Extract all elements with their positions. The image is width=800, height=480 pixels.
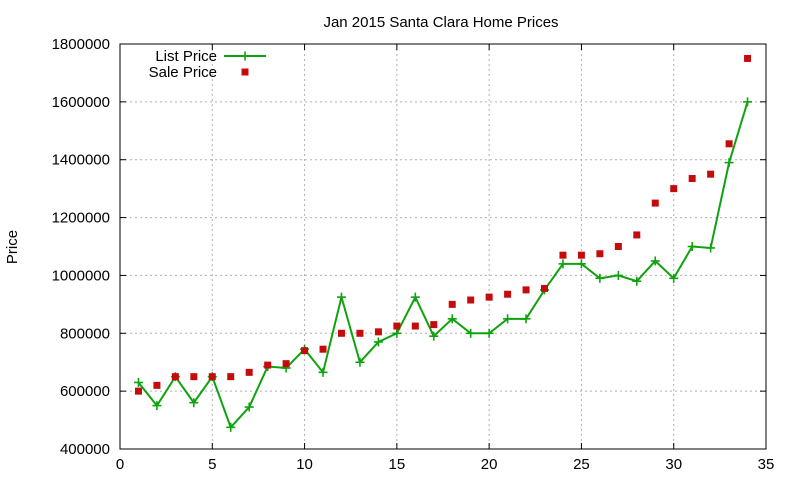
sale-price-point	[467, 296, 475, 304]
sale-price-point	[541, 284, 549, 292]
list-price-point	[133, 377, 143, 387]
sale-price-point	[596, 250, 604, 258]
list-price-point	[429, 331, 439, 341]
sale-price-series	[134, 54, 752, 395]
list-price-point	[595, 273, 605, 283]
sale-price-point	[264, 361, 272, 369]
sale-price-point	[633, 231, 641, 239]
y-tick-label: 1800000	[52, 36, 110, 53]
y-tick-label: 1000000	[52, 267, 110, 284]
axis-ticks: 0 5 10 15 20 25 30 35 400000 600000 800000 1000000 1…	[52, 36, 775, 473]
sale-price-point	[319, 345, 327, 353]
y-tick-label: 1600000	[52, 94, 110, 111]
y-tick-label: 400000	[60, 441, 110, 458]
list-price-point	[484, 328, 494, 338]
list-price-point	[724, 158, 734, 168]
sale-price-point	[651, 199, 659, 207]
x-tick-label: 5	[208, 456, 216, 473]
chart-title: Jan 2015 Santa Clara Home Prices	[323, 14, 558, 31]
list-price-point	[373, 337, 383, 347]
list-price-series	[133, 97, 753, 432]
sale-price-legend-marker	[241, 68, 249, 76]
x-tick-label: 10	[296, 456, 313, 473]
list-price-point	[632, 276, 642, 286]
list-price-point	[189, 398, 199, 408]
list-price-point	[226, 422, 236, 432]
list-price-point	[576, 259, 586, 269]
sale-price-point	[725, 140, 733, 148]
list-price-point	[706, 243, 716, 253]
list-price-legend-label: List Price	[155, 48, 217, 65]
list-price-point	[669, 273, 679, 283]
sale-price-point	[430, 321, 438, 329]
sale-price-point	[559, 251, 567, 259]
sale-price-point	[707, 170, 715, 178]
sale-price-point	[411, 322, 419, 330]
list-price-legend-marker	[240, 51, 250, 61]
list-price-point	[687, 242, 697, 251]
sale-price-point	[208, 373, 216, 381]
list-price-point	[355, 357, 365, 367]
sale-price-point	[522, 286, 530, 294]
list-price-point	[743, 97, 753, 107]
sale-price-point	[356, 329, 364, 337]
sale-price-point	[153, 381, 161, 389]
series	[133, 54, 753, 432]
list-price-point	[650, 256, 660, 266]
sale-price-point	[301, 347, 309, 355]
sale-price-point	[134, 387, 142, 395]
sale-price-point	[614, 243, 622, 250]
list-price-point	[392, 328, 402, 338]
sale-price-point	[245, 368, 253, 376]
x-tick-label: 30	[665, 456, 682, 473]
list-price-point	[336, 292, 346, 302]
sale-price-point	[374, 328, 382, 336]
list-price-point	[466, 328, 476, 338]
sale-price-point	[688, 175, 696, 183]
list-price-point	[613, 270, 623, 280]
sale-price-point	[577, 251, 585, 259]
sale-price-point	[485, 293, 493, 301]
y-tick-label: 800000	[60, 325, 110, 342]
list-price-point	[244, 402, 254, 412]
x-tick-label: 35	[758, 456, 775, 473]
x-tick-label: 0	[116, 456, 124, 473]
list-price-point	[447, 314, 457, 324]
sale-price-point	[670, 185, 678, 193]
sale-price-point	[227, 373, 235, 381]
list-price-point	[318, 367, 328, 377]
list-price-line	[137, 101, 749, 430]
y-tick-label: 1200000	[52, 210, 110, 227]
list-price-point	[152, 401, 162, 411]
list-price-point	[521, 314, 531, 324]
sale-price-legend-label: Sale Price	[149, 64, 217, 81]
sale-price-point	[448, 300, 456, 308]
x-tick-label: 25	[573, 456, 590, 473]
list-price-point	[410, 292, 420, 302]
x-tick-label: 15	[389, 456, 406, 473]
sale-price-point	[282, 360, 290, 368]
list-price-point	[558, 259, 568, 269]
y-axis-label: Price	[4, 230, 21, 264]
list-price-point	[503, 314, 513, 324]
y-tick-label: 1400000	[52, 152, 110, 169]
sale-price-point	[171, 373, 179, 381]
plot-frame	[119, 43, 767, 450]
x-tick-label: 20	[481, 456, 498, 473]
sale-price-point	[393, 322, 401, 330]
sale-price-point	[337, 329, 345, 337]
sale-price-point	[744, 54, 752, 62]
sale-price-point	[504, 290, 512, 298]
sale-price-point	[190, 373, 198, 381]
y-tick-label: 600000	[60, 383, 110, 400]
